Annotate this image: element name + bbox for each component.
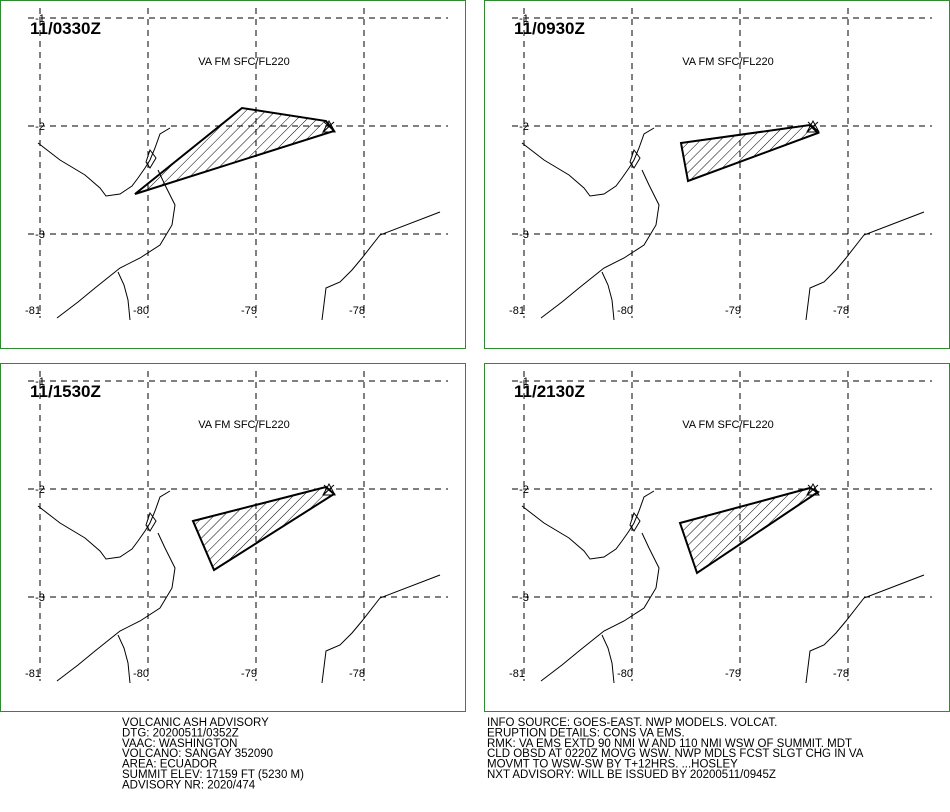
lon-label: -81 (509, 305, 525, 317)
lon-label: -80 (133, 305, 149, 317)
advisory-line: ERUPTION DETAILS: CONS VA EMS. (487, 727, 685, 739)
panel-time: 11/1530Z (30, 382, 101, 401)
lat-label: -2 (35, 484, 45, 496)
lon-label: -81 (509, 668, 525, 680)
lon-label: -78 (349, 305, 365, 317)
advisory-line: AREA: ECUADOR (122, 759, 217, 771)
advisory-line: CLD OBSD AT 0220Z MOVG WSW. NWP MDLS FCS… (487, 748, 864, 760)
map-panel: -81 -80 -79 -78 -1 -2 -3 11/2130Z VA FM SFC/FL22… (484, 363, 950, 712)
level-label: VA FM SFC/FL220 (198, 419, 290, 431)
lon-label: -80 (617, 305, 633, 317)
ash-cloud (679, 123, 820, 183)
map-panel: -81 -80 -79 -78 -1 -2 -3 11/0330Z VA FM SFC/FL22… (0, 0, 466, 349)
lat-label: -3 (35, 229, 45, 241)
lat-label: -2 (35, 121, 45, 133)
lat-label: -1 (35, 13, 45, 25)
advisory-line: INFO SOURCE: GOES-EAST. NWP MODELS. VOLC… (487, 717, 777, 729)
advisory-line: RMK: VA EMS EXTD 90 NMI W AND 110 NMI WS… (487, 738, 852, 750)
lat-label: -2 (519, 484, 529, 496)
volcano-marker (806, 119, 820, 133)
advisory-line: VOLCANIC ASH ADVISORY (122, 717, 269, 729)
border (321, 574, 441, 684)
lon-label: -79 (241, 305, 257, 317)
volcano-marker (806, 482, 820, 496)
border (805, 211, 925, 321)
volcano-marker (322, 119, 336, 133)
panel-frame (0, 0, 466, 349)
lon-label: -81 (25, 668, 41, 680)
lat-label: -1 (519, 376, 529, 388)
lon-label: -78 (349, 668, 365, 680)
lon-label: -81 (25, 305, 41, 317)
lat-label: -2 (519, 121, 529, 133)
panel-frame (484, 0, 950, 349)
ash-cloud (134, 106, 336, 195)
panel-time: 11/0930Z (514, 19, 585, 38)
level-label: VA FM SFC/FL220 (682, 419, 774, 431)
level-label: VA FM SFC/FL220 (682, 56, 774, 68)
border (321, 211, 441, 321)
lon-label: -78 (833, 305, 849, 317)
coastline (37, 127, 176, 321)
lon-label: -79 (241, 668, 257, 680)
lat-label: -3 (519, 229, 529, 241)
lat-label: -1 (35, 376, 45, 388)
volcano-marker (322, 482, 336, 496)
ash-cloud (678, 486, 820, 575)
lon-label: -80 (133, 668, 149, 680)
advisory-line: VAAC: WASHINGTON (122, 738, 237, 750)
lat-label: -3 (35, 592, 45, 604)
advisory-line: NXT ADVISORY: WILL BE ISSUED BY 20200511… (487, 769, 776, 781)
advisory-line: ADVISORY NR: 2020/474 (122, 779, 256, 791)
panel-time: 11/2130Z (514, 382, 585, 401)
lon-label: -79 (725, 305, 741, 317)
map-panel: -81 -80 -79 -78 -1 -2 -3 11/1530Z VA FM SFC/FL22… (0, 363, 466, 712)
lat-label: -3 (519, 592, 529, 604)
coastline (521, 490, 660, 684)
advisory-line: SUMMIT ELEV: 17159 FT (5230 M) (122, 769, 304, 781)
level-label: VA FM SFC/FL220 (198, 56, 290, 68)
lat-label: -1 (519, 13, 529, 25)
lon-label: -80 (617, 668, 633, 680)
map-panel: -81 -80 -79 -78 -1 -2 -3 11/0930Z VA FM SFC/FL22… (484, 0, 950, 349)
advisory-line: VOLCANO: SANGAY 352090 (122, 748, 273, 760)
lon-label: -78 (833, 668, 849, 680)
advisory-line: DTG: 20200511/0352Z (122, 727, 239, 739)
coastline (37, 490, 176, 684)
lon-label: -79 (725, 668, 741, 680)
advisory-line: MOVMT TO WSW-SW BY T+12HRS. ...HOSLEY (487, 759, 738, 771)
border (805, 574, 925, 684)
coastline (521, 127, 660, 321)
panel-time: 11/0330Z (30, 19, 101, 38)
